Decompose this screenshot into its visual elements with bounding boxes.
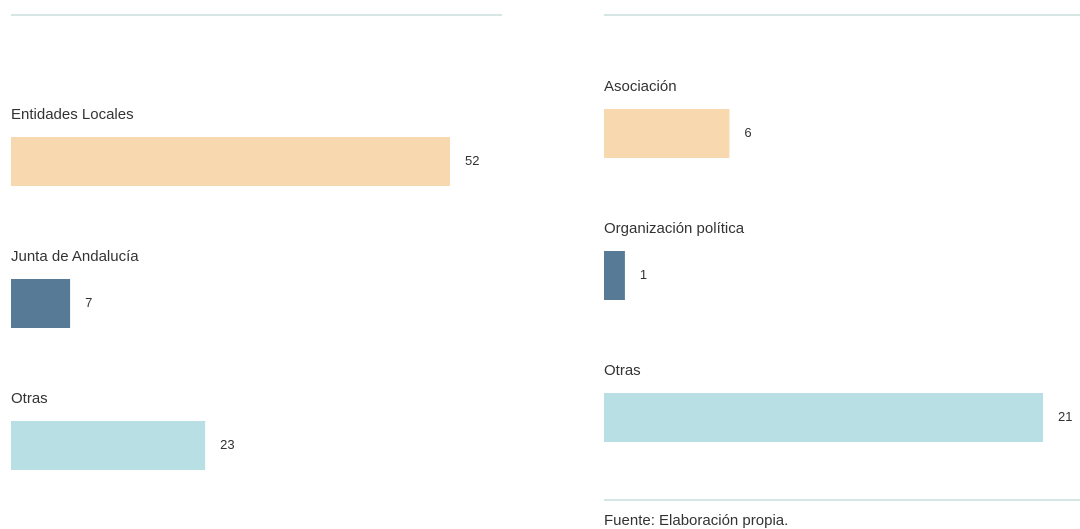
category-label: Asociación — [604, 78, 677, 95]
value-label: 1 — [640, 267, 647, 282]
bar — [604, 393, 1043, 442]
bar — [11, 279, 71, 328]
value-label: 7 — [85, 295, 92, 310]
bar — [604, 251, 625, 300]
value-label: 23 — [220, 437, 234, 452]
bar — [11, 137, 450, 186]
value-label: 6 — [744, 125, 751, 140]
bar — [604, 109, 730, 158]
category-label: Otras — [604, 362, 641, 379]
bar — [11, 421, 206, 470]
category-label: Organización política — [604, 220, 745, 237]
value-label: 52 — [465, 153, 479, 168]
category-label: Junta de Andalucía — [11, 248, 139, 265]
value-label: 21 — [1058, 409, 1072, 424]
source: Fuente: Elaboración propia. — [604, 512, 788, 529]
category-label: Otras — [11, 390, 48, 407]
category-label: Entidades Locales — [11, 106, 134, 123]
